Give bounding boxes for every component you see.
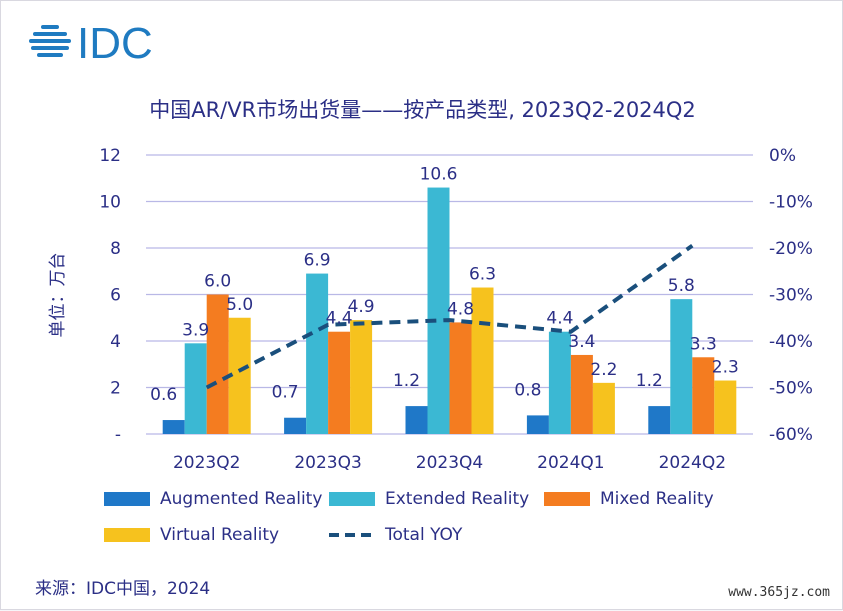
data-label: 4.4 — [546, 309, 573, 329]
chart-title: 中国AR/VR市场出货量——按产品类型, 2023Q2-2024Q2 — [149, 98, 696, 122]
data-label: 4.4 — [326, 309, 353, 329]
data-label: 10.6 — [420, 165, 458, 185]
bar — [405, 406, 428, 434]
bar — [670, 299, 693, 434]
y-tick-label: 6 — [110, 286, 121, 306]
legend-swatch — [329, 533, 375, 537]
data-label: 3.9 — [182, 320, 209, 340]
legend-label: Augmented Reality — [160, 489, 323, 509]
y-tick-label: 2 — [110, 379, 121, 399]
data-label: 1.2 — [636, 371, 663, 391]
y2-tick-label: -40% — [769, 332, 813, 352]
y2-tick-label: -50% — [769, 379, 813, 399]
legend-label: Virtual Reality — [160, 525, 280, 545]
data-label: 6.0 — [204, 272, 231, 292]
bar — [350, 320, 373, 434]
data-label: 3.3 — [690, 334, 717, 354]
bar — [449, 322, 472, 434]
data-label: 0.7 — [272, 383, 299, 403]
legend-swatch — [104, 492, 150, 506]
bar — [184, 343, 207, 434]
yoy-line-group — [205, 244, 694, 390]
data-label: 6.9 — [304, 251, 331, 271]
bar — [648, 406, 671, 434]
bar — [692, 357, 715, 434]
legend-swatch — [544, 492, 590, 506]
legend-item: Virtual Reality — [104, 525, 279, 545]
data-label: 4.8 — [447, 299, 474, 319]
bar — [328, 331, 351, 434]
bar — [592, 382, 615, 434]
x-tick-label: 2024Q2 — [659, 453, 726, 473]
logo-text: IDC — [77, 21, 153, 63]
bar — [548, 331, 571, 434]
data-label: 2.3 — [712, 358, 739, 378]
data-label: 0.8 — [514, 380, 541, 400]
bar — [306, 273, 329, 434]
x-tick-label: 2023Q3 — [294, 453, 361, 473]
y2-tick-label: -30% — [769, 286, 813, 306]
data-label: 2.2 — [590, 360, 617, 380]
legend: Augmented Reality Extended Reality Mixed R… — [104, 489, 744, 553]
legend-swatch — [329, 492, 375, 506]
y-axis-label: 单位：万台 — [48, 253, 68, 338]
bar — [714, 380, 737, 434]
x-tick-label: 2023Q2 — [173, 453, 240, 473]
x-tick-label: 2023Q4 — [416, 453, 483, 473]
bar — [570, 354, 593, 434]
legend-label: Total YOY — [385, 525, 463, 545]
bar — [526, 415, 549, 434]
data-label: 5.0 — [226, 295, 253, 315]
data-label: 3.4 — [568, 332, 595, 352]
axes: - 2 4 6 8 10 12 -60% -50% -40% -30% -20% -10% 0% 单位：万台… — [48, 146, 813, 473]
bar — [471, 287, 494, 434]
y2-tick-label: 0% — [769, 146, 796, 166]
y-tick-label: 4 — [110, 332, 121, 352]
data-label: 4.9 — [348, 297, 375, 317]
bar-group — [162, 187, 737, 434]
y2-tick-label: -10% — [769, 193, 813, 213]
data-label: 1.2 — [393, 371, 420, 391]
legend-label: Extended Reality — [385, 489, 530, 509]
data-label: 5.8 — [668, 276, 695, 296]
legend-swatch — [104, 528, 150, 542]
legend-item: Extended Reality — [329, 489, 529, 509]
bar — [228, 317, 251, 434]
legend-item: Augmented Reality — [104, 489, 322, 509]
data-label: 0.6 — [150, 385, 177, 405]
data-labels: 0.63.96.05.00.76.94.44.91.210.64.86.30.8… — [150, 165, 739, 405]
idc-logo: IDC — [29, 21, 153, 63]
data-label: 6.3 — [469, 265, 496, 285]
legend-item: Mixed Reality — [544, 489, 714, 509]
y-tick-label: 12 — [99, 146, 121, 166]
watermark: www.365jz.com — [724, 584, 834, 601]
bar — [206, 294, 229, 434]
y-tick-label: 8 — [110, 239, 121, 259]
y-tick-label: 10 — [99, 193, 121, 213]
y2-tick-label: -20% — [769, 239, 813, 259]
bar — [284, 417, 307, 434]
bar — [427, 187, 450, 434]
y-tick-label: - — [115, 425, 121, 445]
bar — [162, 420, 185, 434]
legend-label: Mixed Reality — [600, 489, 714, 509]
yoy-line — [205, 244, 694, 390]
globe-icon — [29, 25, 71, 57]
x-tick-label: 2024Q1 — [537, 453, 604, 473]
y2-tick-label: -60% — [769, 425, 813, 445]
legend-item: Total YOY — [329, 525, 462, 545]
source-note: 来源：IDC中国，2024 — [35, 579, 211, 599]
